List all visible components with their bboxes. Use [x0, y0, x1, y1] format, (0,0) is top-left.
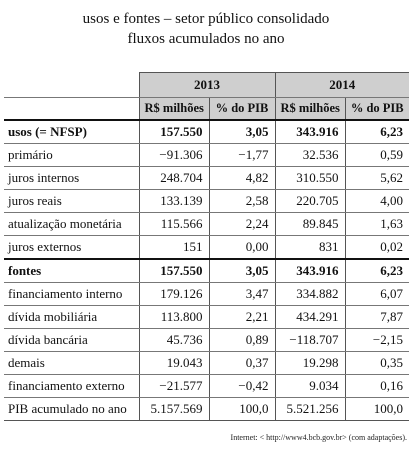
- table-cell: 100,0: [344, 397, 409, 421]
- table-cell: 0,16: [344, 374, 409, 398]
- row-label: fontes: [4, 258, 139, 283]
- table-cell: 179.126: [138, 282, 209, 306]
- table-row: fontes 157.550 3,05 343.916 6,23: [4, 258, 409, 283]
- row-label: juros internos: [4, 166, 139, 190]
- table-cell: 5.157.569: [138, 397, 209, 421]
- table-row: financiamento externo −21.577 −0,42 9.034 0,…: [4, 374, 409, 398]
- table-cell: −1,77: [208, 143, 275, 167]
- table-row: juros reais 133.139 2,58 220.705 4,00: [4, 189, 409, 213]
- data-table: 2013 2014 R$ milhões % do PIB R$ milhões…: [4, 72, 409, 421]
- row-label: primário: [4, 143, 139, 167]
- column-header: R$ milhões: [138, 97, 209, 121]
- table-cell: 100,0: [208, 397, 275, 421]
- row-label: dívida bancária: [4, 328, 139, 352]
- table-row: primário −91.306 −1,77 32.536 0,59: [4, 143, 409, 167]
- table-cell: 0,59: [344, 143, 409, 167]
- row-label: financiamento interno: [4, 282, 139, 306]
- table-cell: 3,47: [208, 282, 275, 306]
- table-cell: 0,00: [208, 235, 275, 260]
- unit-header-row: R$ milhões % do PIB R$ milhões % do PIB: [4, 97, 409, 121]
- year-header-2014: 2014: [274, 72, 409, 98]
- table-cell: −118.707: [274, 328, 345, 352]
- table-row: demais 19.043 0,37 19.298 0,35: [4, 351, 409, 375]
- table-cell: 7,87: [344, 305, 409, 329]
- table-row: usos (= NFSP) 157.550 3,05 343.916 6,23: [4, 119, 409, 144]
- table-cell: 3,05: [208, 119, 275, 144]
- table-cell: 6,23: [344, 258, 409, 283]
- year-header-row: 2013 2014: [4, 72, 409, 98]
- table-cell: 9.034: [274, 374, 345, 398]
- row-label: financiamento externo: [4, 374, 139, 398]
- table-cell: 19.043: [138, 351, 209, 375]
- table-row: juros internos 248.704 4,82 310.550 5,62: [4, 166, 409, 190]
- table-cell: −91.306: [138, 143, 209, 167]
- table-cell: 32.536: [274, 143, 345, 167]
- table-cell: 157.550: [138, 119, 209, 144]
- row-label: demais: [4, 351, 139, 375]
- table-cell: 3,05: [208, 258, 275, 283]
- table-cell: 151: [138, 235, 209, 260]
- table-cell: 113.800: [138, 305, 209, 329]
- table-cell: 2,58: [208, 189, 275, 213]
- table-cell: 89.845: [274, 212, 345, 236]
- row-label: juros reais: [4, 189, 139, 213]
- table-cell: 157.550: [138, 258, 209, 283]
- corner-cell: [4, 97, 139, 121]
- row-label: usos (= NFSP): [4, 119, 139, 144]
- row-label: atualização monetária: [4, 212, 139, 236]
- column-header: % do PIB: [344, 97, 409, 121]
- column-header: % do PIB: [208, 97, 275, 121]
- year-header-2013: 2013: [138, 72, 275, 98]
- table-cell: 831: [274, 235, 345, 260]
- table-cell: −21.577: [138, 374, 209, 398]
- table-cell: 334.882: [274, 282, 345, 306]
- table-row: atualização monetária 115.566 2,24 89.845 1,…: [4, 212, 409, 236]
- table-cell: 6,23: [344, 119, 409, 144]
- row-label: PIB acumulado no ano: [4, 397, 139, 421]
- corner-cell: [4, 72, 139, 98]
- table-row: dívida mobiliária 113.800 2,21 434.291 7,87: [4, 305, 409, 329]
- table-cell: 4,82: [208, 166, 275, 190]
- table-cell: 2,21: [208, 305, 275, 329]
- table-row: PIB acumulado no ano 5.157.569 100,0 5.521.…: [4, 397, 409, 421]
- table-body: usos (= NFSP) 157.550 3,05 343.916 6,23 primá…: [4, 119, 409, 421]
- table-cell: 19.298: [274, 351, 345, 375]
- table-cell: 6,07: [344, 282, 409, 306]
- row-label: dívida mobiliária: [4, 305, 139, 329]
- table-cell: 2,24: [208, 212, 275, 236]
- table-subtitle: fluxos acumulados no ano: [127, 31, 285, 47]
- table-cell: 0,35: [344, 351, 409, 375]
- table-cell: −0,42: [208, 374, 275, 398]
- table-cell: 248.704: [138, 166, 209, 190]
- table-cell: 1,63: [344, 212, 409, 236]
- table-cell: 343.916: [274, 258, 345, 283]
- table-cell: 310.550: [274, 166, 345, 190]
- table-cell: 5,62: [344, 166, 409, 190]
- table-title: usos e fontes – setor público consolidad…: [82, 11, 330, 27]
- table-cell: 220.705: [274, 189, 345, 213]
- table-cell: 343.916: [274, 119, 345, 144]
- table-row: financiamento interno 179.126 3,47 334.882 6…: [4, 282, 409, 306]
- table-cell: 0,02: [344, 235, 409, 260]
- column-header: R$ milhões: [274, 97, 345, 121]
- table-cell: 434.291: [274, 305, 345, 329]
- table-row: dívida bancária 45.736 0,89 −118.707 −2,15: [4, 328, 409, 352]
- table-cell: 0,89: [208, 328, 275, 352]
- table-cell: −2,15: [344, 328, 409, 352]
- table-cell: 5.521.256: [274, 397, 345, 421]
- row-label: juros externos: [4, 235, 139, 260]
- table-cell: 133.139: [138, 189, 209, 213]
- source-note: Internet: < http://www4.bcb.gov.br> (com…: [230, 433, 407, 442]
- table-cell: 115.566: [138, 212, 209, 236]
- table-cell: 4,00: [344, 189, 409, 213]
- table-row: juros externos 151 0,00 831 0,02: [4, 235, 409, 260]
- table-cell: 0,37: [208, 351, 275, 375]
- table-cell: 45.736: [138, 328, 209, 352]
